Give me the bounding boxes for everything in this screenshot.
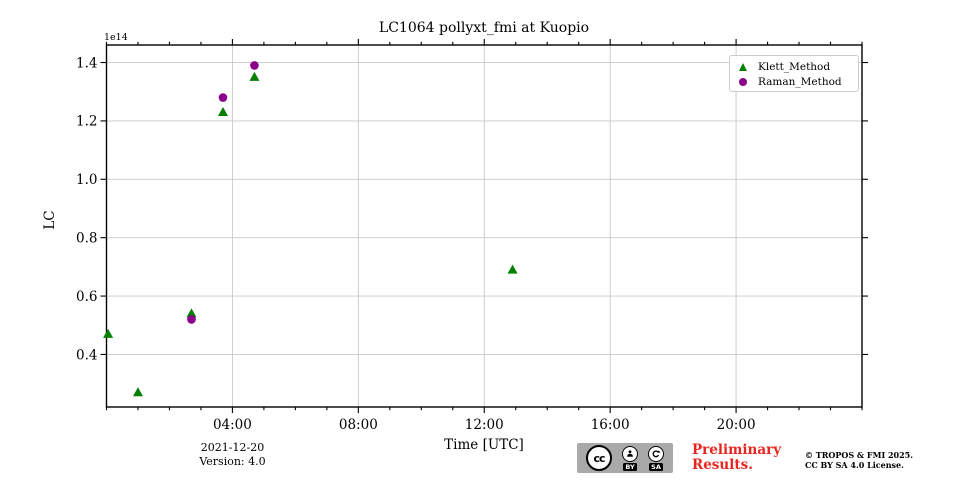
data-point-Klett_Method (186, 308, 197, 318)
cc-logo-icon: cc (586, 445, 612, 471)
y-tick-label: 0.8 (76, 230, 97, 246)
cc-by-icon: BY (622, 445, 638, 471)
measurement-date: 2021-12-20 (200, 441, 265, 454)
x-axis-label: Time [UTC] (444, 437, 524, 453)
legend-entry-klett: Klett_Method (738, 60, 852, 73)
data-point-Raman_Method (250, 61, 259, 70)
x-tick-label: 16:00 (591, 417, 630, 433)
data-point-Klett_Method (103, 328, 114, 338)
y-axis-offset-label: 1e14 (104, 32, 128, 43)
data-point-Klett_Method (507, 264, 518, 274)
copyright-note: © TROPOS & FMI 2025. CC BY SA 4.0 Licens… (805, 450, 914, 470)
y-tick-label: 1.0 (76, 172, 97, 188)
y-tick-label: 0.4 (76, 347, 97, 363)
data-point-Klett_Method (249, 71, 260, 81)
legend: Klett_Method Raman_Method (729, 55, 859, 92)
y-tick-label: 0.6 (76, 289, 97, 305)
version-label: Version: 4.0 (199, 455, 266, 468)
data-point-Klett_Method (132, 387, 143, 397)
sa-label: SA (648, 462, 664, 471)
x-tick-label: 20:00 (717, 417, 756, 433)
legend-label: Raman_Method (758, 75, 842, 88)
legend-label: Klett_Method (758, 60, 831, 73)
y-tick-label: 1.2 (76, 114, 97, 130)
x-tick-label: 04:00 (213, 417, 252, 433)
chart-title: LC1064 pollyxt_fmi at Kuopio (378, 20, 590, 36)
person-icon (622, 445, 638, 462)
x-tick-label: 08:00 (339, 417, 378, 433)
triangle-marker-icon (738, 62, 748, 71)
cc-sa-icon: SA (648, 445, 664, 471)
cc-license-badge: cc BY SA (577, 443, 673, 473)
preliminary-results-note: Preliminary Results. (692, 442, 782, 473)
y-axis-label: LC (42, 210, 58, 230)
data-point-Raman_Method (218, 93, 228, 102)
date-version-annotation: 2021-12-20 Version: 4.0 (160, 441, 305, 469)
data-point-Raman_Method (187, 315, 196, 324)
x-tick-label: 12:00 (465, 417, 504, 433)
data-point-Klett_Method (217, 106, 228, 116)
by-label: BY (622, 462, 638, 471)
circle-marker-icon (738, 77, 748, 86)
legend-entry-raman: Raman_Method (738, 75, 852, 88)
y-tick-label: 1.4 (76, 55, 97, 71)
share-alike-icon (648, 445, 664, 462)
